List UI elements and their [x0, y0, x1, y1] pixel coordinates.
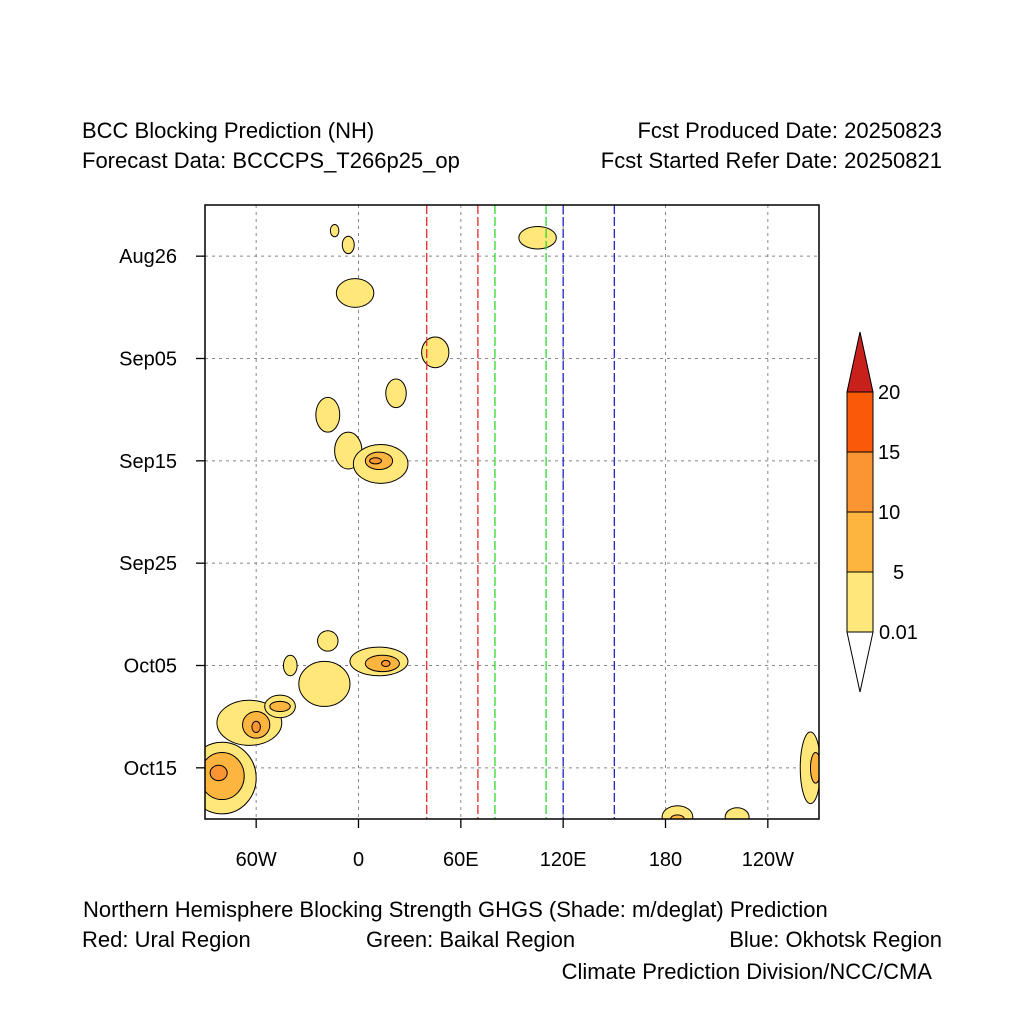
blocking-contours — [205, 223, 819, 819]
y-tick-label: Sep25 — [119, 553, 177, 575]
blocking-blob — [809, 751, 819, 784]
chart-title: BCC Blocking Prediction (NH) — [82, 118, 375, 143]
blocking-blob — [209, 764, 228, 782]
blocking-blob — [421, 336, 450, 369]
blocking-blob — [329, 223, 340, 238]
x-tick-label: 60E — [443, 849, 479, 871]
y-tick-label: Sep15 — [119, 451, 177, 473]
colorbar-label: 15 — [878, 442, 900, 464]
y-axis: Aug26 Sep05 Sep15 Sep25 Oct05 Oct15 — [119, 246, 205, 780]
x-tick-label: 0 — [353, 849, 364, 871]
blocking-blob — [661, 805, 694, 819]
region-lines — [426, 205, 615, 819]
forecast-data-label: Forecast Data: BCCCPS_T266p25_op — [82, 148, 460, 173]
y-tick-label: Oct05 — [124, 656, 177, 678]
blocking-blob — [282, 654, 298, 677]
plot-area — [205, 205, 819, 819]
blocking-blob — [315, 396, 341, 433]
x-tick-label: 120E — [540, 849, 587, 871]
colorbar-segment — [846, 571, 874, 633]
colorbar-segment — [846, 511, 874, 573]
footer-caption: Northern Hemisphere Blocking Strength GH… — [83, 897, 828, 922]
plot-frame — [204, 204, 820, 820]
blocking-blob — [724, 807, 750, 819]
colorbar-high-arrow — [846, 331, 874, 393]
x-tick-label: 120W — [742, 849, 794, 871]
blocking-blob — [369, 457, 383, 465]
blocking-blob — [799, 731, 819, 805]
blocking-blob — [269, 700, 291, 713]
started-date-label: Fcst Started Refer Date: 20250821 — [600, 148, 942, 173]
produced-date-label: Fcst Produced Date: 20250823 — [637, 118, 942, 143]
y-tick-label: Oct15 — [124, 758, 177, 780]
colorbar: 0.01 5 10 15 20 — [846, 331, 918, 693]
colorbar-segment — [846, 451, 874, 513]
blocking-blob — [335, 278, 375, 308]
x-axis: 60W 0 60E 120E 180 120W — [236, 819, 794, 871]
footer-credit: Climate Prediction Division/NCC/CMA — [561, 959, 932, 984]
colorbar-low-arrow — [846, 631, 874, 693]
footer-red-region: Red: Ural Region — [82, 927, 251, 952]
blocking-blob — [670, 814, 685, 819]
blocking-blob — [341, 235, 355, 255]
colorbar-label: 0.01 — [879, 622, 918, 644]
blocking-blob — [518, 225, 557, 250]
blocking-blob — [317, 630, 339, 652]
blocking-blob — [298, 660, 351, 707]
x-tick-label: 60W — [236, 849, 277, 871]
colorbar-label: 5 — [893, 562, 904, 584]
x-tick-label: 180 — [649, 849, 682, 871]
footer-blue-region: Blue: Okhotsk Region — [729, 927, 942, 952]
y-tick-label: Aug26 — [119, 246, 177, 268]
blocking-blob — [381, 659, 391, 668]
colorbar-segment — [846, 391, 874, 453]
footer-green-region: Green: Baikal Region — [366, 927, 576, 952]
blocking-blob — [385, 378, 407, 409]
colorbar-label: 20 — [878, 382, 900, 404]
y-tick-label: Sep05 — [119, 349, 177, 371]
colorbar-label: 10 — [878, 502, 900, 524]
blocking-blob — [251, 720, 261, 734]
